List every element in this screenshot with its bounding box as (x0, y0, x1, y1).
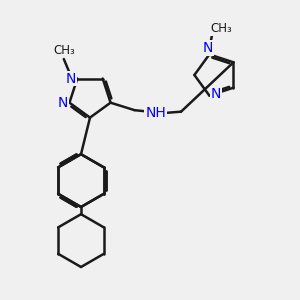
Text: N: N (211, 87, 221, 101)
Text: N: N (65, 71, 76, 85)
Text: CH₃: CH₃ (211, 22, 232, 35)
Text: N: N (202, 41, 213, 55)
Text: CH₃: CH₃ (53, 44, 75, 56)
Text: NH: NH (145, 106, 166, 120)
Text: N: N (58, 96, 68, 110)
